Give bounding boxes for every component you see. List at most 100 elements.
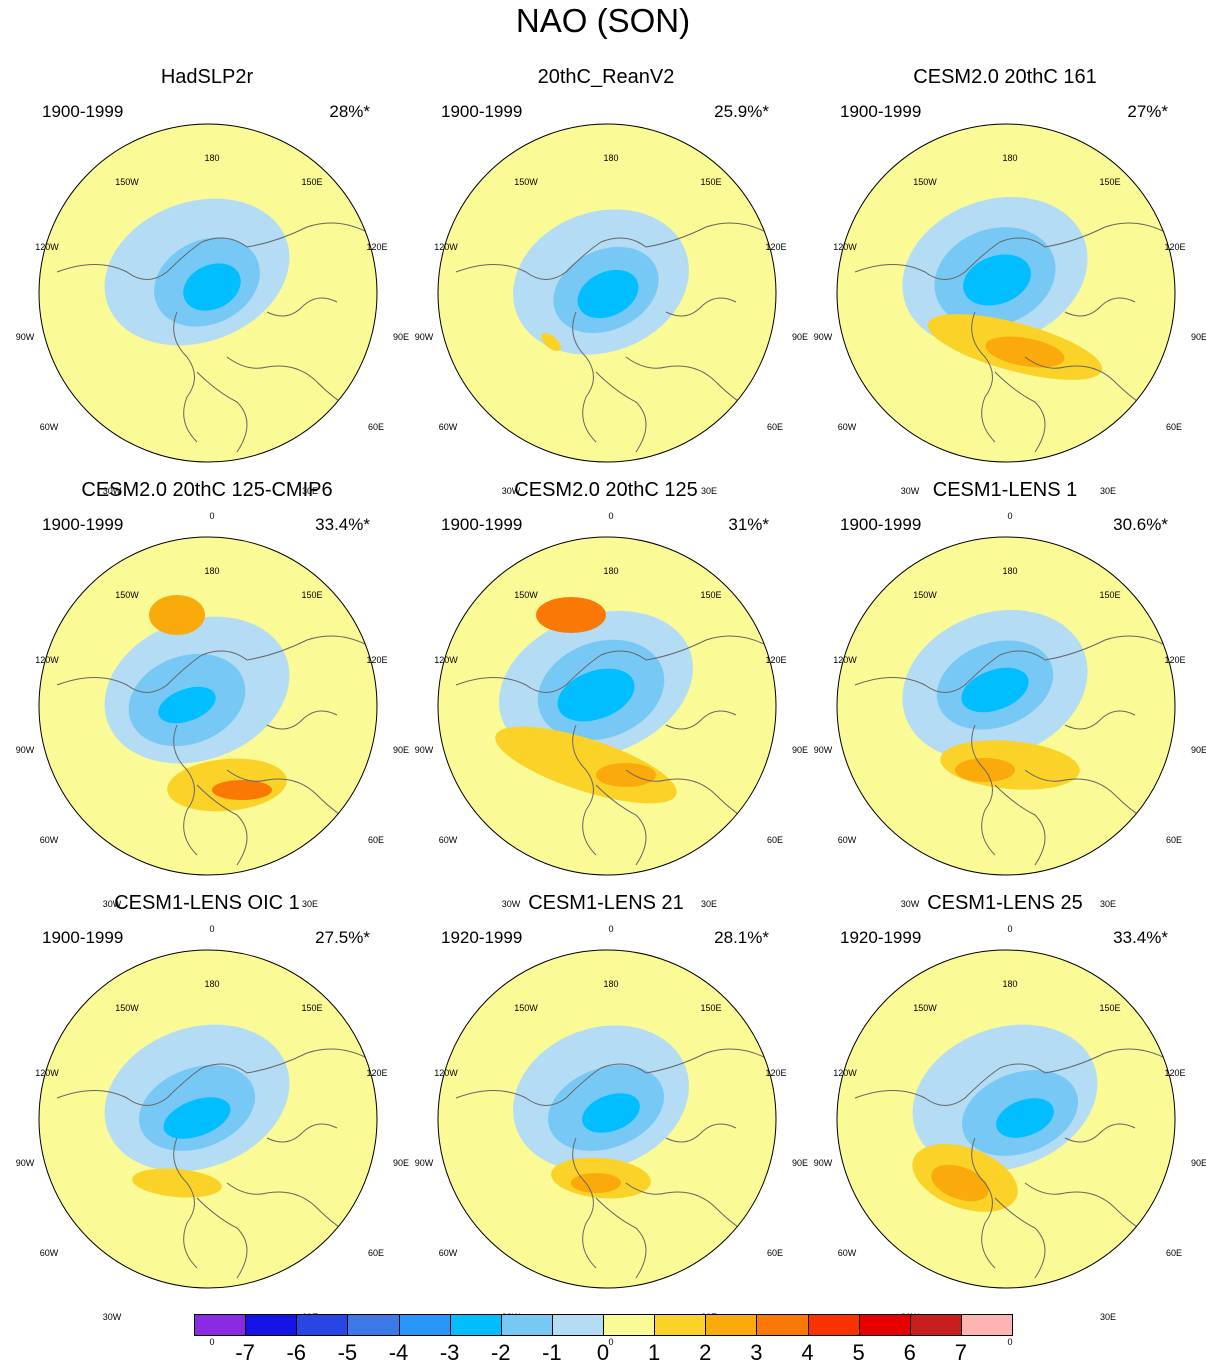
longitude-label: 180 [204,979,220,989]
map-panel: CESM1-LENS OIC 1 1900-1999 27.5%* 180 150W 15… [7,892,409,1347]
longitude-label: 90W [15,332,35,342]
longitude-label: 120E [366,1068,388,1078]
longitude-label: 120W [833,242,857,252]
longitude-label: 150E [700,590,722,600]
longitude-label: 120E [1164,242,1186,252]
longitude-label: 90W [414,745,434,755]
longitude-label: 60W [837,422,857,432]
longitude-label: 120W [434,655,458,665]
map-border [836,949,1176,1289]
colorbar-swatch [807,1314,860,1336]
positive-anomaly-contour [541,333,561,351]
colorbar-tick-label: 3 [750,1340,763,1365]
panel-period: 1900-1999 [42,928,124,947]
panel-title: CESM2.0 20thC 125-CMIP6 [81,479,333,501]
colorbar-tick-label: -5 [337,1340,358,1365]
panel-variance: 33.4%* [1113,928,1168,947]
longitude-label: 0 [608,1337,614,1347]
panel-title: CESM1-LENS OIC 1 [114,892,300,914]
polar-map [437,949,777,1289]
longitude-label: 120W [434,242,458,252]
longitude-label: 120E [765,655,787,665]
longitude-label: 180 [603,566,619,576]
positive-anomaly-contour [596,763,656,787]
map-panel: CESM1-LENS 1 1900-1999 30.6%* 180 150W 150E 12… [805,479,1206,934]
longitude-label: 0 [608,924,614,934]
panel-period: 1920-1999 [441,928,523,947]
longitude-label: 90W [414,332,434,342]
longitude-label: 0 [608,511,614,521]
colorbar-swatch [858,1314,911,1336]
longitude-label: 150E [700,177,722,187]
panel-title: CESM1-LENS 25 [927,892,1083,914]
positive-anomaly-contour [931,1164,989,1202]
longitude-label: 150W [514,177,538,187]
longitude-label: 150W [514,590,538,600]
colorbar-tick-label: 2 [699,1340,712,1365]
longitude-label: 120W [35,655,59,665]
longitude-label: 60W [438,835,458,845]
longitude-label: 90E [1190,745,1206,755]
longitude-label: 90E [791,745,809,755]
polar-map [38,536,378,876]
negative-anomaly-contour [557,668,635,722]
colorbar-swatch [654,1314,707,1336]
longitude-label: 120W [35,242,59,252]
longitude-label: 0 [1007,511,1013,521]
longitude-label: 120E [765,242,787,252]
negative-anomaly-contour [158,686,216,724]
longitude-label: 60E [766,1248,784,1258]
panel-title: CESM1-LENS 1 [932,479,1078,501]
longitude-label: 180 [204,153,220,163]
longitude-label: 180 [1002,153,1018,163]
colorbar-tick-label: 7 [954,1340,967,1365]
polar-map [38,123,378,463]
longitude-label: 120W [833,1068,857,1078]
longitude-label: 180 [204,566,220,576]
colorbar-tick-label: -1 [542,1340,562,1365]
colorbar-swatch [603,1314,656,1336]
panel-variance: 25.9%* [714,102,769,121]
longitude-label: 150E [700,1003,722,1013]
longitude-label: 30E [700,899,718,909]
longitude-label: 150W [514,1003,538,1013]
colorbar [194,1314,1013,1338]
colorbar-tick-label: 5 [852,1340,865,1365]
coastline [455,635,767,866]
longitude-label: 60E [1165,1248,1183,1258]
longitude-label: 30W [900,486,920,496]
coastline [56,222,368,453]
longitude-label: 30E [1099,899,1117,909]
colorbar-swatch [449,1314,502,1336]
longitude-label: 90W [414,1158,434,1168]
panel-variance: 28.1%* [714,928,769,947]
longitude-label: 60W [438,422,458,432]
longitude-label: 150E [301,590,323,600]
colorbar-tick-label: -7 [235,1340,255,1365]
map-panel: HadSLP2r 1900-1999 28%* 180 150W 150E 120W 120E… [7,66,409,521]
longitude-label: 90W [813,332,833,342]
colorbar-swatch [500,1314,553,1336]
negative-anomaly-contour [577,269,639,319]
longitude-label: 0 [209,1337,215,1347]
colorbar-tick-label: -4 [388,1340,409,1365]
coastline [854,222,1166,453]
polar-map [38,949,378,1289]
longitude-label: 90W [15,745,35,755]
map-panel: CESM2.0 20thC 161 1900-1999 27%* 180 150W 150… [805,66,1206,521]
polar-map [836,123,1176,463]
panel-period: 1900-1999 [840,515,922,534]
panel-variance: 31%* [728,515,769,534]
longitude-label: 150E [301,1003,323,1013]
longitude-label: 60E [367,1248,385,1258]
map-border [38,536,378,876]
longitude-label: 30W [102,1312,122,1322]
longitude-label: 0 [1007,924,1013,934]
positive-anomaly-contour [149,595,205,635]
positive-anomaly-contour [985,336,1065,368]
longitude-label: 90E [1190,1158,1206,1168]
colorbar-tick-label: -3 [439,1340,460,1365]
longitude-label: 60W [39,835,59,845]
positive-anomaly-contour [571,1173,621,1193]
polar-map [836,536,1176,876]
